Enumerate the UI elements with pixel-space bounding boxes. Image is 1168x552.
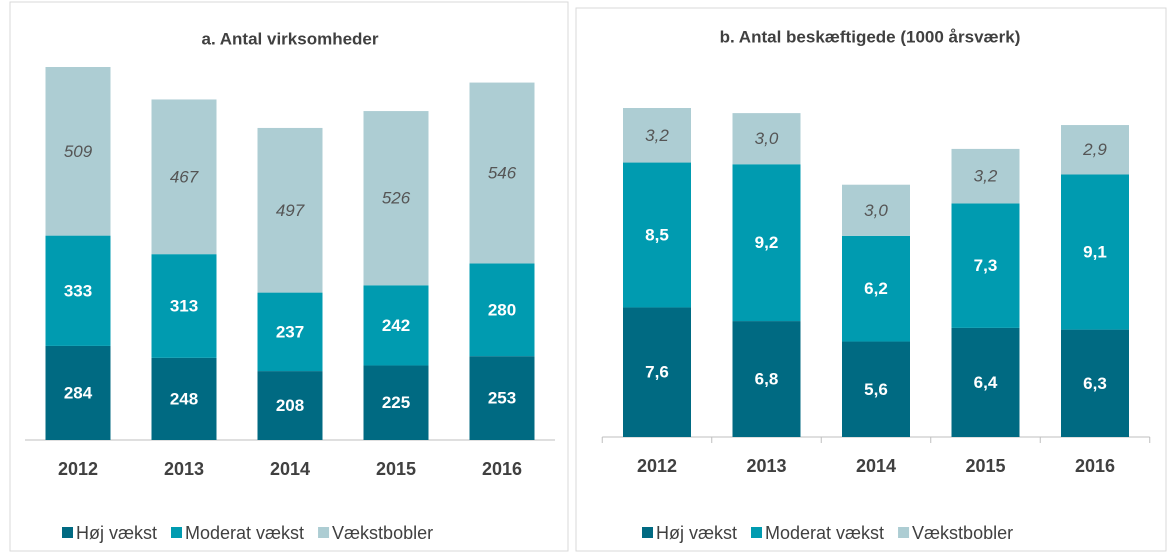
value-label: 237 <box>276 322 304 341</box>
value-label: 9,1 <box>1083 243 1107 262</box>
bar-segment <box>151 357 217 440</box>
value-label: 6,8 <box>755 370 779 389</box>
value-label: 248 <box>170 389 198 408</box>
value-label: 284 <box>64 383 93 402</box>
value-label: 497 <box>276 201 305 220</box>
value-label: 3,0 <box>755 129 779 148</box>
x-tick-label: 2013 <box>164 459 204 479</box>
bar-segment <box>257 292 323 372</box>
value-label: 9,2 <box>755 233 779 252</box>
x-tick-label: 2014 <box>856 456 896 476</box>
legend-label: Moderat vækst <box>185 523 304 543</box>
legend-swatch <box>171 527 182 538</box>
value-label: 253 <box>488 389 516 408</box>
value-label: 5,6 <box>864 380 888 399</box>
value-label: 2,9 <box>1082 140 1107 159</box>
bar-segment <box>257 371 323 440</box>
x-tick-label: 2013 <box>746 456 786 476</box>
legend-swatch <box>642 527 653 538</box>
legend-swatch <box>62 527 73 538</box>
bar-segment <box>1061 125 1129 175</box>
bar-segment <box>951 148 1020 204</box>
x-tick-label: 2015 <box>376 459 416 479</box>
bar-segment <box>45 67 111 236</box>
value-label: 3,0 <box>864 201 888 220</box>
bar-segment <box>469 263 535 357</box>
value-label: 313 <box>170 296 198 315</box>
x-tick-label: 2012 <box>58 459 98 479</box>
bar-segment <box>951 203 1020 328</box>
bar-segment <box>363 111 429 286</box>
value-label: 3,2 <box>645 126 669 145</box>
bar-segment <box>842 235 910 342</box>
value-label: 6,3 <box>1083 374 1107 393</box>
value-label: 526 <box>382 189 411 208</box>
legend-label: Høj vækst <box>76 523 157 543</box>
bar-segment <box>1061 329 1129 437</box>
value-label: 8,5 <box>645 225 669 244</box>
value-label: 467 <box>170 167 199 186</box>
value-label: 546 <box>488 163 517 182</box>
bar-segment <box>363 365 429 440</box>
value-label: 208 <box>276 396 304 415</box>
bar-segment <box>623 307 691 437</box>
bar-segment <box>623 108 691 163</box>
bar-segment <box>842 184 910 236</box>
x-tick-label: 2014 <box>270 459 310 479</box>
bar-segment <box>623 162 691 308</box>
bar-segment <box>732 321 801 437</box>
value-label: 7,3 <box>974 256 998 275</box>
legend-label: Høj vækst <box>656 523 737 543</box>
value-label: 242 <box>382 316 410 335</box>
value-label: 3,2 <box>974 167 998 186</box>
legend-label: Vækstbobler <box>332 523 433 543</box>
bar-segment <box>363 285 429 366</box>
legend-label: Vækstbobler <box>912 523 1013 543</box>
bar-segment <box>732 113 801 165</box>
legend-swatch <box>751 527 762 538</box>
bar-segment <box>732 164 801 322</box>
x-tick-label: 2016 <box>482 459 522 479</box>
bar-segment <box>1061 174 1129 330</box>
bar-segment <box>257 127 323 293</box>
x-tick-label: 2015 <box>965 456 1005 476</box>
bar-segment <box>151 99 217 255</box>
bar-segment <box>951 327 1020 437</box>
value-label: 7,6 <box>645 363 669 382</box>
panel <box>9 1 569 552</box>
bar-segment <box>151 254 217 358</box>
value-label: 509 <box>64 142 93 161</box>
value-label: 6,4 <box>974 373 998 392</box>
value-label: 225 <box>382 393 410 412</box>
bar-segment <box>842 341 910 437</box>
bar-segment <box>45 345 111 440</box>
bar-segment <box>45 235 111 346</box>
chart-title: b. Antal beskæftigede (1000 årsværk) <box>720 27 1021 46</box>
value-label: 6,2 <box>864 279 888 298</box>
x-tick-label: 2016 <box>1075 456 1115 476</box>
bar-segment <box>469 356 535 440</box>
legend-swatch <box>318 527 330 538</box>
value-label: 333 <box>64 281 92 300</box>
x-tick-label: 2012 <box>637 456 677 476</box>
legend-label: Moderat vækst <box>765 523 884 543</box>
chart-title: a. Antal virksomheder <box>202 29 379 48</box>
bar-segment <box>469 82 535 264</box>
legend-swatch <box>898 527 910 538</box>
panel <box>575 7 1167 552</box>
value-label: 280 <box>488 300 516 319</box>
